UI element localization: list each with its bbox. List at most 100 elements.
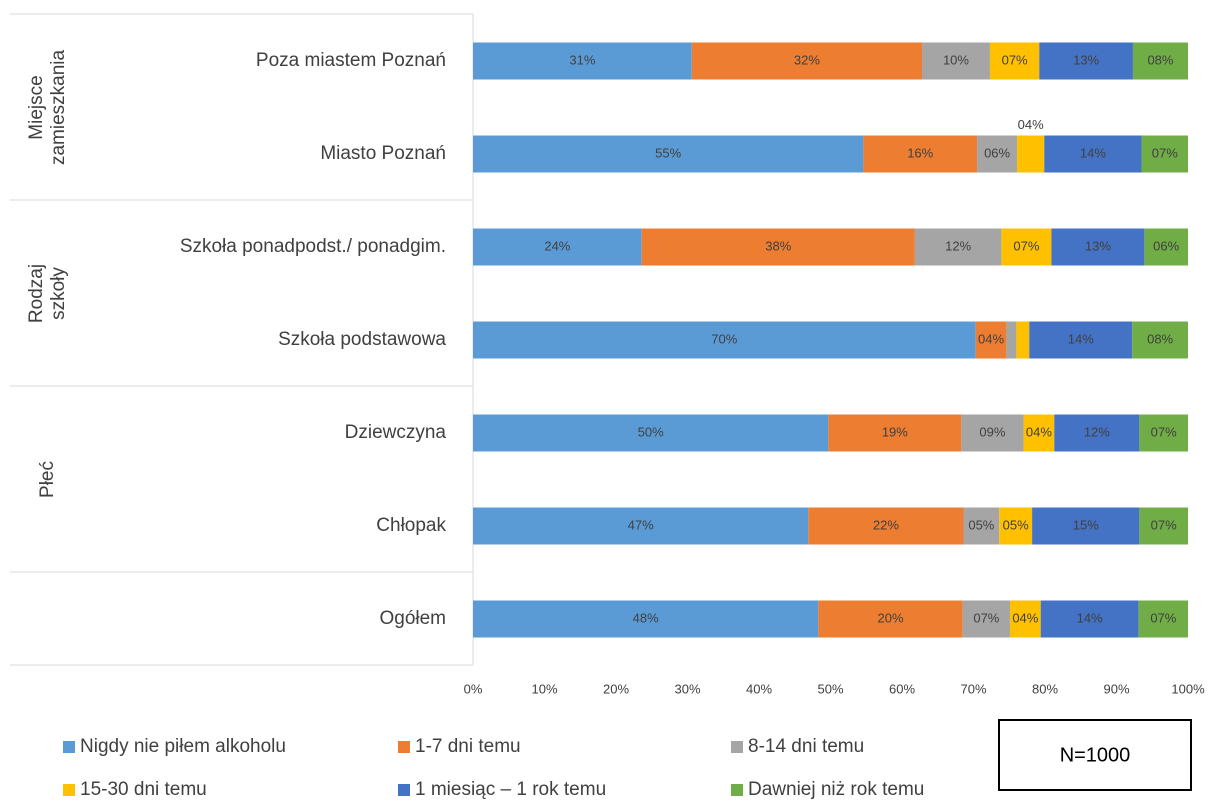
x-tick-label: 40%: [746, 681, 772, 696]
value-label: 31%: [569, 52, 595, 67]
category-label: Ogółem: [379, 608, 446, 629]
value-label: 13%: [1085, 238, 1111, 253]
bar-segment: [1032, 507, 1140, 545]
legend-swatch: [398, 784, 410, 796]
group-label: Rodzajszkoły: [26, 264, 69, 323]
x-tick-label: 0%: [464, 681, 483, 696]
bar-segment: [1044, 135, 1142, 173]
x-tick-label: 80%: [1032, 681, 1058, 696]
legend-swatch: [731, 741, 743, 753]
x-tick-label: 50%: [817, 681, 843, 696]
legend-label: Dawniej niż rok temu: [748, 779, 924, 800]
legend-label: 1 miesiąc – 1 rok temu: [415, 779, 606, 800]
value-label: 19%: [882, 424, 908, 439]
bar-segment: [1051, 228, 1145, 266]
value-label: 04%: [1018, 117, 1044, 132]
value-label: 70%: [711, 331, 737, 346]
bar-segment: [473, 600, 819, 638]
bar-segment: [473, 507, 809, 545]
value-label: 07%: [1152, 145, 1178, 160]
value-label: 15%: [1073, 517, 1099, 532]
bar-segment: [691, 42, 923, 80]
value-label: 04%: [1026, 424, 1052, 439]
value-label: 12%: [1084, 424, 1110, 439]
value-label: 14%: [1080, 145, 1106, 160]
value-label: 07%: [1151, 424, 1177, 439]
value-label: 08%: [1147, 52, 1173, 67]
bar-segment: [1017, 135, 1045, 173]
x-tick-label: 70%: [960, 681, 986, 696]
bar-segment: [473, 321, 976, 359]
bar-segment: [641, 228, 915, 266]
bar-segment: [963, 507, 1000, 545]
category-label: Szkoła podstawowa: [278, 329, 446, 350]
bar-segment: [914, 228, 1002, 266]
bar-segment: [1132, 42, 1188, 80]
note: N=1000: [1060, 744, 1131, 766]
value-label: 07%: [973, 610, 999, 625]
value-label: 38%: [765, 238, 791, 253]
value-label: 12%: [945, 238, 971, 253]
bar-segment: [1139, 507, 1188, 545]
value-label: 48%: [633, 610, 659, 625]
value-label: 24%: [544, 238, 570, 253]
legend-label: 1-7 dni temu: [415, 736, 521, 757]
value-label: 07%: [1150, 610, 1176, 625]
bar-segment: [1029, 321, 1133, 359]
bar-segment: [473, 414, 829, 452]
bar-segment: [1144, 228, 1188, 266]
value-label: 55%: [655, 145, 681, 160]
bar-segment: [999, 507, 1033, 545]
legend-label: 15-30 dni temu: [80, 779, 207, 800]
category-label: Poza miastem Poznań: [256, 50, 446, 71]
value-label: 07%: [1013, 238, 1039, 253]
value-label: 04%: [1012, 610, 1038, 625]
bar-segment: [1054, 414, 1140, 452]
value-label: 06%: [984, 145, 1010, 160]
group-label: Płeć: [37, 461, 58, 498]
legend-swatch: [731, 784, 743, 796]
bar-segment: [1039, 42, 1133, 80]
bar-segment: [922, 42, 990, 80]
value-label: 09%: [979, 424, 1005, 439]
bar-segment: [1023, 414, 1055, 452]
x-tick-label: 100%: [1171, 681, 1205, 696]
bar-segment: [473, 228, 642, 266]
bar-segment: [961, 414, 1024, 452]
legend-swatch: [63, 784, 75, 796]
value-label: 07%: [1002, 52, 1028, 67]
value-label: 05%: [968, 517, 994, 532]
bar-segment: [975, 321, 1007, 359]
value-label: 50%: [638, 424, 664, 439]
bar-segment: [989, 42, 1040, 80]
bar-segment: [1006, 321, 1017, 359]
bar-segment: [1139, 414, 1188, 452]
bar-segment: [828, 414, 962, 452]
bar-segment: [473, 135, 864, 173]
value-label: 14%: [1077, 610, 1103, 625]
category-label: Dziewczyna: [345, 422, 447, 443]
bar-segment: [818, 600, 963, 638]
value-label: 08%: [1147, 331, 1173, 346]
x-tick-label: 60%: [889, 681, 915, 696]
bar-segment: [977, 135, 1018, 173]
bar-segment: [863, 135, 978, 173]
group-label: Miejscezamieszkania: [26, 50, 69, 166]
value-label: 13%: [1073, 52, 1099, 67]
x-tick-label: 20%: [603, 681, 629, 696]
value-label: 20%: [878, 610, 904, 625]
note-box: [998, 719, 1192, 791]
bar-segment: [808, 507, 964, 545]
value-label: 32%: [794, 52, 820, 67]
value-label: 04%: [978, 331, 1004, 346]
bar-segment: [1132, 321, 1188, 359]
bar-segment: [1009, 600, 1041, 638]
x-tick-label: 30%: [674, 681, 700, 696]
value-label: 22%: [873, 517, 899, 532]
value-label: 47%: [628, 517, 654, 532]
value-label: 14%: [1068, 331, 1094, 346]
legend-label: Nigdy nie piłem alkoholu: [80, 736, 286, 757]
category-label: Miasto Poznań: [320, 143, 446, 164]
value-label: 16%: [907, 145, 933, 160]
